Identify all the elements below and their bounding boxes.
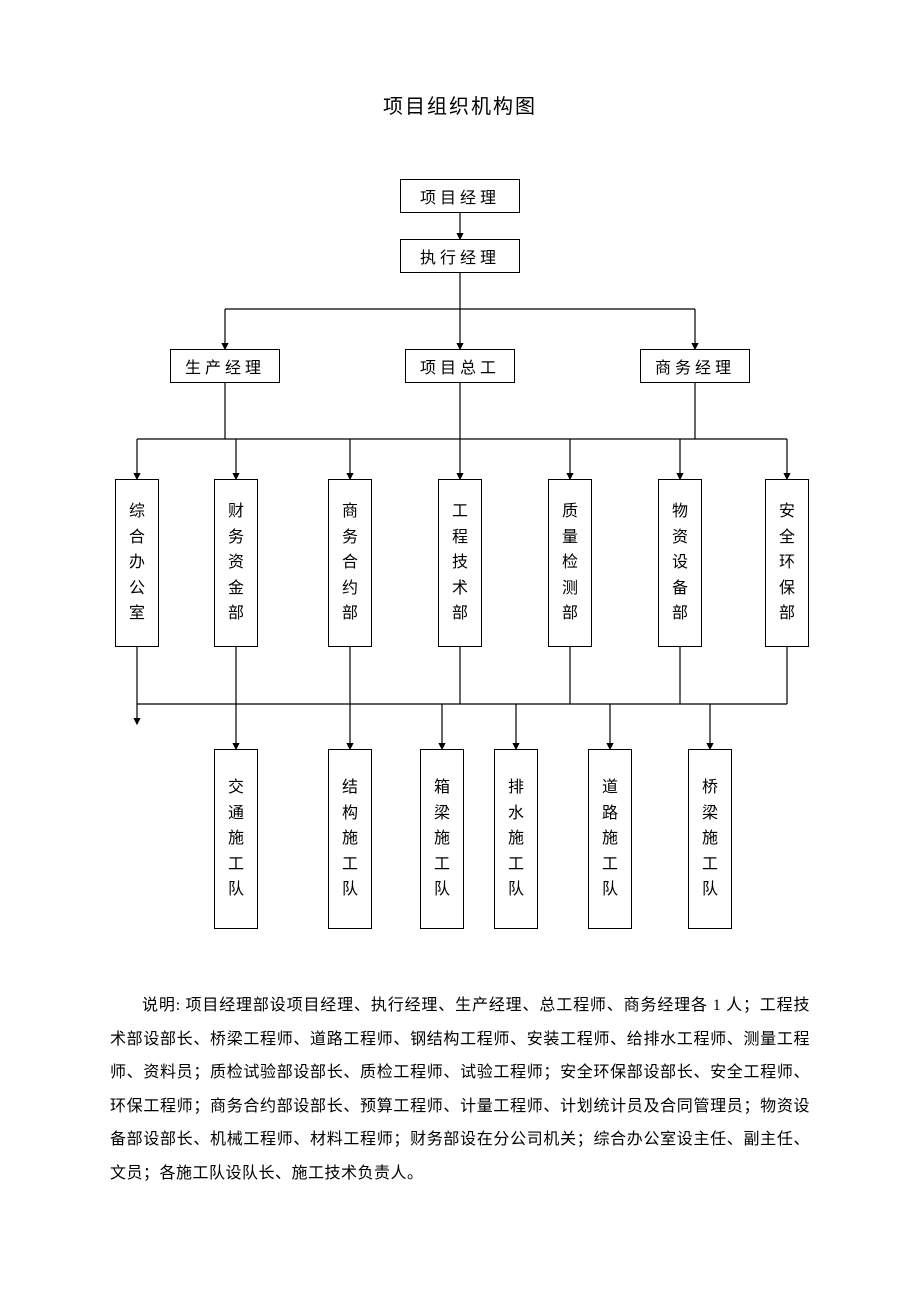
org-node-dept7: 安全环保部 (765, 479, 809, 647)
org-node-mgr2: 项目总工 (405, 349, 515, 383)
org-node-dept3: 商务合约部 (328, 479, 372, 647)
org-node-top1: 项目经理 (400, 179, 520, 213)
org-node-dept1: 综合办公室 (115, 479, 159, 647)
org-node-team6: 桥梁施工队 (688, 749, 732, 929)
description-paragraph: 说明: 项目经理部设项目经理、执行经理、生产经理、总工程师、商务经理各 1 人；… (110, 989, 810, 1191)
org-node-team5: 道路施工队 (588, 749, 632, 929)
org-node-team4: 排水施工队 (494, 749, 538, 929)
org-chart: 项目经理执行经理生产经理 项目总工 商务经理综合办公室 财务资金部 商务合约部 工程技术部… (110, 179, 810, 949)
org-node-team2: 结构施工队 (328, 749, 372, 929)
org-node-top2: 执行经理 (400, 239, 520, 273)
org-node-team1: 交通施工队 (214, 749, 258, 929)
org-node-dept6: 物资设备部 (658, 479, 702, 647)
org-node-dept2: 财务资金部 (214, 479, 258, 647)
page-title: 项目组织机构图 (110, 90, 810, 119)
org-node-dept5: 质量检测部 (548, 479, 592, 647)
org-node-dept4: 工程技术部 (438, 479, 482, 647)
org-node-mgr3: 商务经理 (640, 349, 750, 383)
org-node-mgr1: 生产经理 (170, 349, 280, 383)
org-node-team3: 箱梁施工队 (420, 749, 464, 929)
document-page: 项目组织机构图 (0, 0, 920, 1281)
